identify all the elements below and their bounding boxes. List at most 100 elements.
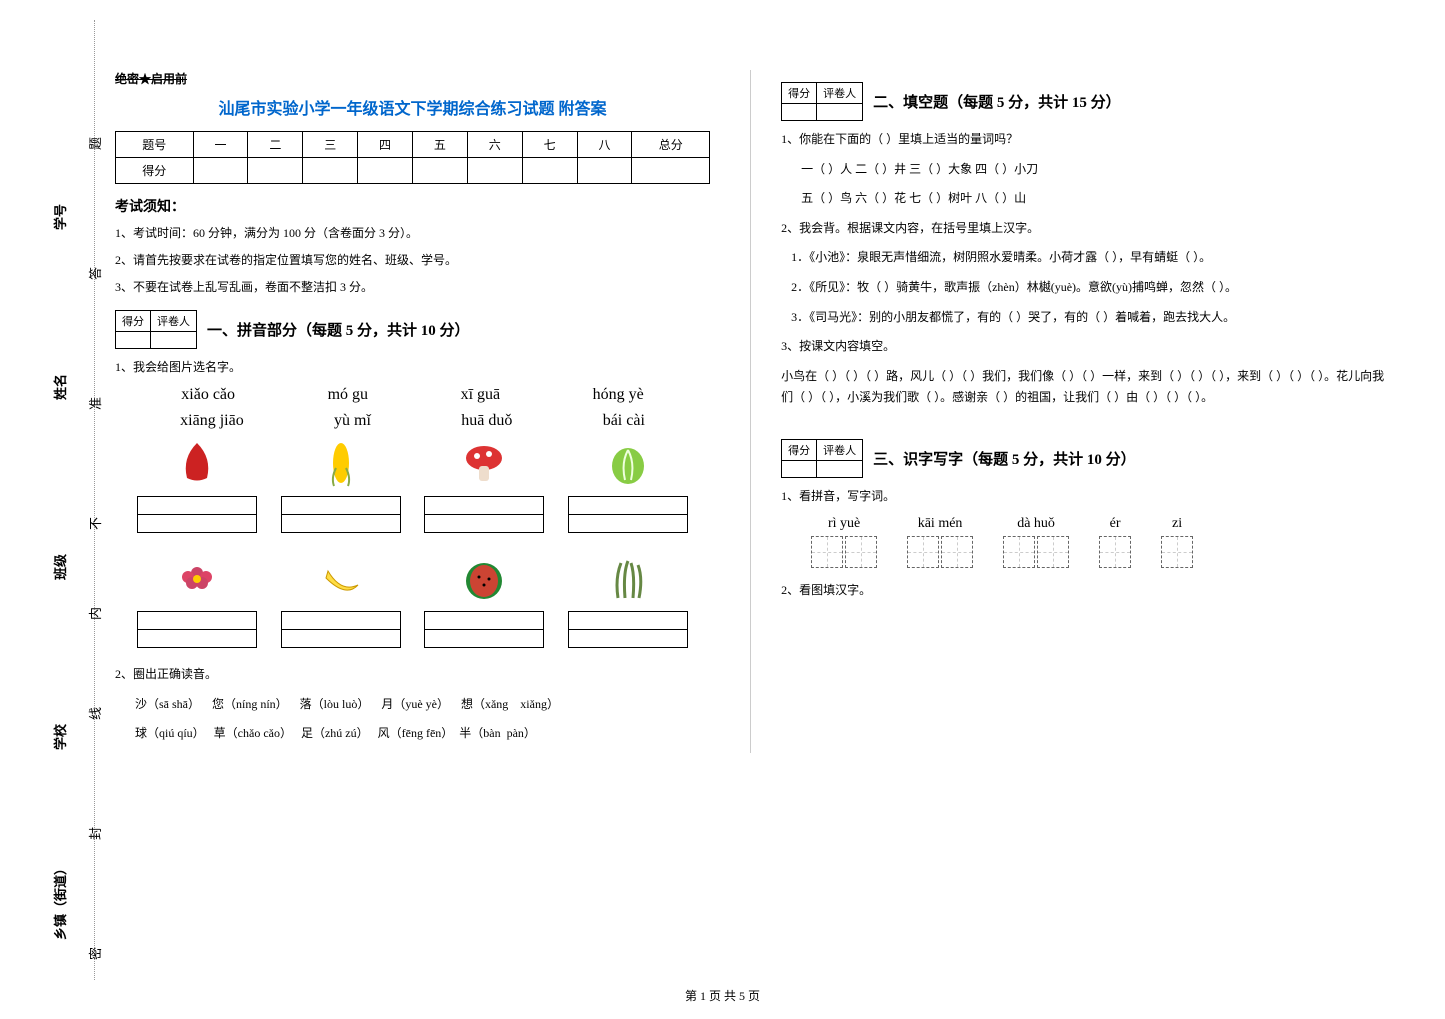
- py-6: huā duǒ: [461, 412, 512, 430]
- watermelon-icon: [459, 553, 509, 603]
- answer-box: [424, 496, 544, 533]
- pg-label-4: zi: [1172, 516, 1182, 532]
- exam-notice-title: 考试须知：: [115, 196, 710, 216]
- pg-1: kāi mén: [907, 516, 973, 568]
- answer-box: [568, 611, 688, 648]
- pinyin-char-grid: rì yuè kāi mén dà huǒ ér zi: [811, 516, 1365, 568]
- exam-title: 汕尾市实验小学一年级语文下学期综合练习试题 附答案: [115, 95, 710, 119]
- answer-box: [281, 496, 401, 533]
- pg-label-1: kāi mén: [918, 516, 963, 532]
- notice-1: 1、考试时间：60 分钟，满分为 100 分（含卷面分 3 分）。: [115, 224, 710, 243]
- img-cell-3: [568, 438, 688, 533]
- sb-grader: 评卷人: [817, 83, 863, 104]
- s1-q2-line2: 球（qiú qíu） 草（chǎo cǎo） 足（zhú zú） 风（fēng …: [135, 723, 710, 745]
- score-label: 得分: [116, 158, 194, 184]
- py-4: xiāng jiāo: [180, 412, 244, 430]
- img-cell-5: [281, 553, 401, 648]
- s1-q2-line1: 沙（sā shā） 您（níng nín） 落（lòu luò） 月（yuè y…: [135, 694, 710, 716]
- s2-q1-l1: 一（ ）人 二（ ）井 三（ ）大象 四（ ）小刀: [801, 159, 1395, 181]
- section3-header: 得分评卷人 三、识字写字（每题 5 分，共计 10 分）: [781, 439, 1395, 478]
- s2-q1: 1、你能在下面的（ ）里填上适当的量词吗？: [781, 129, 1395, 151]
- sb-score: 得分: [782, 83, 817, 104]
- th-0: 题号: [116, 132, 194, 158]
- notice-3: 3、不要在试卷上乱写乱画，卷面不整洁扣 3 分。: [115, 278, 710, 297]
- s3-q2: 2、看图填汉字。: [781, 580, 1395, 602]
- dotted-label-2: 线: [85, 707, 104, 720]
- char-box: [1099, 536, 1131, 568]
- th-1: 一: [193, 132, 248, 158]
- th-7: 七: [522, 132, 577, 158]
- s2-q3-text: 小鸟在（ ）（ ）（ ）路，风儿（ ）（ ）我们，我们像（ ）（ ）一样，来到（…: [781, 366, 1395, 409]
- pg-3: ér: [1099, 516, 1131, 568]
- pg-label-3: ér: [1110, 516, 1121, 532]
- grass-icon: [603, 553, 653, 603]
- section2-header: 得分评卷人 二、填空题（每题 5 分，共计 15 分）: [781, 82, 1395, 121]
- bind-label-school: 学校: [50, 724, 69, 750]
- bind-label-id: 学号: [50, 204, 69, 230]
- score-table: 题号 一 二 三 四 五 六 七 八 总分 得分: [115, 131, 710, 184]
- dotted-label-7: 题: [85, 137, 104, 150]
- answer-box: [568, 496, 688, 533]
- mushroom-icon: [459, 438, 509, 488]
- img-cell-4: [137, 553, 257, 648]
- answer-box: [281, 611, 401, 648]
- pg-4: zi: [1161, 516, 1193, 568]
- dotted-label-5: 准: [85, 397, 104, 410]
- secret-label: 绝密★启用前: [115, 70, 710, 87]
- th-8: 八: [577, 132, 632, 158]
- flower-icon: [172, 553, 222, 603]
- notice-2: 2、请首先按要求在试卷的指定位置填写您的姓名、班级、学号。: [115, 251, 710, 270]
- section3-title: 三、识字写字（每题 5 分，共计 10 分）: [873, 448, 1136, 469]
- char-box: [811, 536, 843, 568]
- answer-box: [424, 611, 544, 648]
- char-box: [1037, 536, 1069, 568]
- bind-label-township: 乡镇（街道）: [50, 862, 69, 940]
- s2-q2-i2: 2．《所见》：牧（ ）骑黄牛，歌声振（zhèn）林樾(yuè)。意欲(yù)捕鸣…: [791, 277, 1395, 299]
- py-0: xiǎo cǎo: [181, 386, 235, 404]
- pg-2: dà huǒ: [1003, 516, 1069, 568]
- s2-q1-l2: 五（ ）鸟 六（ ）花 七（ ）树叶 八（ ）山: [801, 188, 1395, 210]
- char-box: [907, 536, 939, 568]
- pg-label-0: rì yuè: [828, 516, 860, 532]
- section1-title: 一、拼音部分（每题 5 分，共计 10 分）: [207, 319, 470, 340]
- th-9: 总分: [632, 132, 710, 158]
- th-5: 五: [412, 132, 467, 158]
- sb-grader: 评卷人: [151, 310, 197, 331]
- s2-q2-i3: 3．《司马光》：别的小朋友都慌了，有的（ ）哭了，有的（ ）着喊着，跑去找大人。: [791, 307, 1395, 329]
- s3-q1: 1、看拼音，写字词。: [781, 486, 1395, 508]
- bind-label-class: 班级: [50, 554, 69, 580]
- dotted-label-6: 答: [85, 267, 104, 280]
- sb-score: 得分: [782, 439, 817, 460]
- s2-q2-i1: 1．《小池》：泉眼无声惜细流，树阴照水爱晴柔。小荷才露（ ），早有蜻蜓（ ）。: [791, 247, 1395, 269]
- pg-0: rì yuè: [811, 516, 877, 568]
- img-cell-2: [424, 438, 544, 533]
- img-cell-0: [137, 438, 257, 533]
- char-box: [941, 536, 973, 568]
- dotted-label-3: 内: [85, 607, 104, 620]
- s1-q2: 2、圈出正确读音。: [115, 664, 710, 686]
- pg-label-2: dà huǒ: [1017, 516, 1055, 532]
- py-7: bái cài: [603, 412, 645, 430]
- page-footer: 第 1 页 共 5 页: [685, 987, 760, 1004]
- img-cell-7: [568, 553, 688, 648]
- left-page: 绝密★启用前 汕尾市实验小学一年级语文下学期综合练习试题 附答案 题号 一 二 …: [115, 70, 710, 753]
- py-3: hóng yè: [593, 386, 644, 404]
- pinyin-row-1: xiǎo cǎo mó gu xī guā hóng yè: [135, 386, 690, 404]
- right-page: 得分评卷人 二、填空题（每题 5 分，共计 15 分） 1、你能在下面的（ ）里…: [750, 70, 1395, 753]
- banana-icon: [316, 553, 366, 603]
- corn-icon: [316, 438, 366, 488]
- cabbage-icon: [603, 438, 653, 488]
- score-box-3: 得分评卷人: [781, 439, 863, 478]
- py-1: mó gu: [328, 386, 368, 404]
- img-cell-1: [281, 438, 401, 533]
- image-grid-2: [125, 553, 700, 648]
- char-box: [845, 536, 877, 568]
- page-container: 绝密★启用前 汕尾市实验小学一年级语文下学期综合练习试题 附答案 题号 一 二 …: [115, 70, 1395, 753]
- dotted-label-0: 密: [85, 947, 104, 960]
- char-box: [1003, 536, 1035, 568]
- img-cell-6: [424, 553, 544, 648]
- py-2: xī guā: [461, 386, 501, 404]
- char-box: [1161, 536, 1193, 568]
- dotted-label-4: 不: [85, 517, 104, 530]
- th-3: 三: [303, 132, 358, 158]
